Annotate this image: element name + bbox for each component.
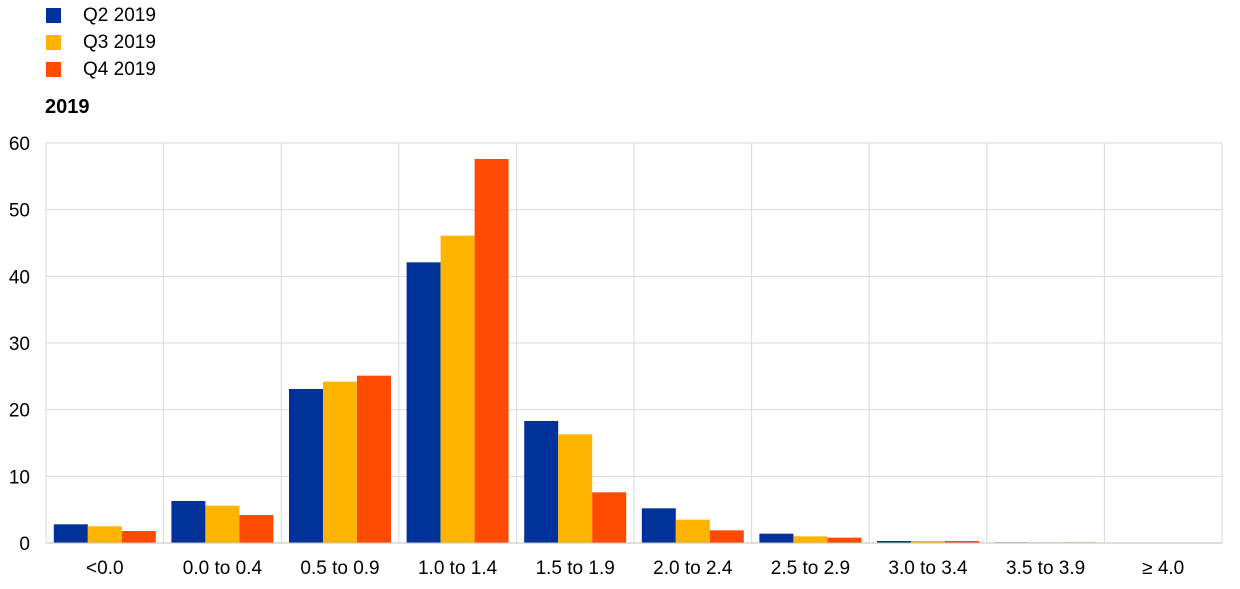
- legend-label-q3-2019: Q3 2019: [83, 31, 156, 53]
- bar-q3-2019: [793, 536, 828, 543]
- x-tick-label: 2.0 to 2.4: [653, 558, 733, 579]
- bar-q3-2019: [558, 434, 593, 543]
- bar-q2-2019: [406, 262, 441, 543]
- x-tick-label: 2.5 to 2.9: [771, 558, 850, 579]
- bar-q4-2019: [474, 159, 509, 543]
- legend-swatch-q2-2019: [46, 8, 61, 23]
- bar-q4-2019: [239, 515, 274, 543]
- bar-q3-2019: [87, 526, 122, 543]
- y-tick-label: 60: [9, 134, 30, 155]
- bar-q4-2019: [709, 530, 744, 543]
- bar-q3-2019: [675, 519, 710, 543]
- bar-q2-2019: [171, 501, 206, 543]
- bar-q4-2019: [827, 537, 862, 543]
- x-tick-label: 3.5 to 3.9: [1006, 558, 1085, 579]
- bar-q2-2019: [289, 389, 323, 543]
- x-tick-label: 1.5 to 1.9: [536, 558, 615, 579]
- chart-title: 2019: [45, 96, 90, 118]
- bar-q3-2019: [323, 381, 357, 543]
- y-tick-label: 50: [9, 201, 30, 222]
- y-tick-label: 10: [9, 467, 30, 488]
- x-tick-label: ≥ 4.0: [1142, 558, 1184, 579]
- bar-q3-2019: [205, 505, 240, 543]
- legend-swatch-q3-2019: [46, 35, 61, 50]
- legend-swatch-q4-2019: [46, 62, 61, 77]
- bar-q2-2019: [524, 421, 559, 543]
- x-tick-label: 0.5 to 0.9: [300, 558, 379, 579]
- bar-q2-2019: [877, 541, 911, 543]
- bar-q3-2019: [911, 541, 945, 543]
- bar-q4-2019: [357, 375, 391, 543]
- x-tick-label: 1.0 to 1.4: [418, 558, 498, 579]
- legend-item-q4-2019: Q4 2019: [46, 56, 156, 83]
- y-tick-label: 0: [19, 534, 30, 555]
- x-tick-label: <0.0: [86, 558, 124, 579]
- legend-label-q2-2019: Q2 2019: [83, 4, 156, 26]
- bar-q2-2019: [53, 524, 88, 543]
- legend-item-q3-2019: Q3 2019: [46, 29, 156, 56]
- legend-item-q2-2019: Q2 2019: [46, 2, 156, 29]
- y-tick-label: 40: [9, 267, 30, 288]
- y-tick-label: 20: [9, 401, 30, 422]
- legend-label-q4-2019: Q4 2019: [83, 58, 156, 80]
- bar-q2-2019: [641, 508, 676, 543]
- bar-q2-2019: [759, 533, 794, 543]
- x-tick-label: 3.0 to 3.4: [888, 558, 968, 579]
- bar-q4-2019: [945, 541, 979, 543]
- bar-q4-2019: [121, 531, 156, 543]
- bar-q4-2019: [592, 492, 627, 543]
- legend: Q2 2019 Q3 2019 Q4 2019: [46, 2, 156, 83]
- bar-q3-2019: [440, 235, 475, 543]
- x-tick-label: 0.0 to 0.4: [183, 558, 263, 579]
- y-tick-label: 30: [9, 334, 30, 355]
